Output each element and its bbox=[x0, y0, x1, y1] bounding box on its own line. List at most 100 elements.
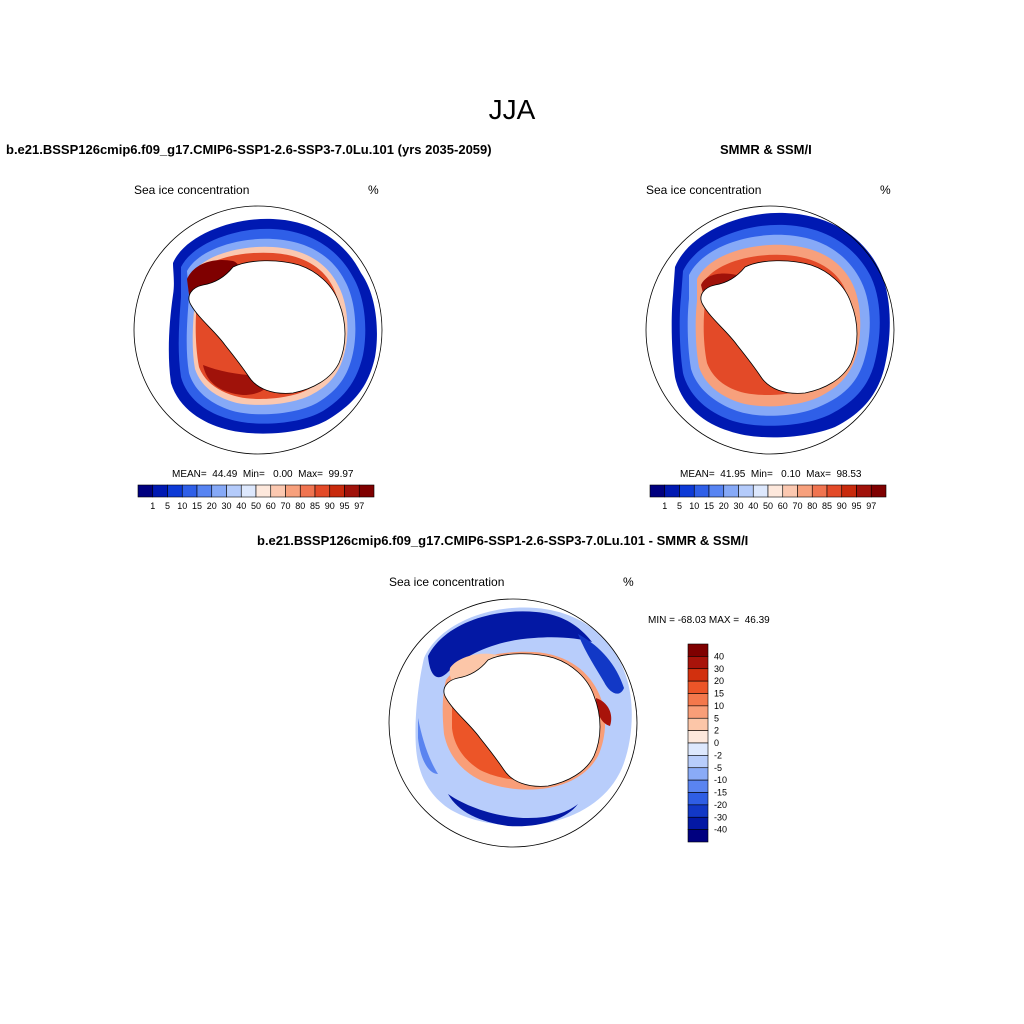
panel-2-colorbar: 1 5 10 15 20 30 40 50 60 70 80 85 90 95 97 bbox=[649, 484, 887, 511]
colorbar-swatch bbox=[664, 484, 680, 498]
colorbar-swatch bbox=[723, 484, 739, 498]
panel-2-title: SMMR & SSM/I bbox=[720, 142, 812, 157]
colorbar-swatch bbox=[181, 484, 198, 498]
colorbar-label: 70 bbox=[792, 501, 802, 511]
colorbar-swatch bbox=[240, 484, 257, 498]
colorbar-swatch bbox=[738, 484, 754, 498]
colorbar-swatch bbox=[767, 484, 784, 498]
colorbar-label: 2 bbox=[714, 726, 719, 736]
panel-3-variable: Sea ice concentration bbox=[389, 575, 505, 589]
colorbar-label: 10 bbox=[177, 501, 187, 511]
colorbar-swatch bbox=[826, 484, 843, 498]
colorbar-label: 60 bbox=[778, 501, 788, 511]
colorbar-label: 30 bbox=[221, 501, 231, 511]
colorbar-swatch bbox=[152, 484, 168, 498]
colorbar-swatch bbox=[211, 484, 227, 498]
colorbar-swatch bbox=[687, 742, 709, 756]
panel-1-map bbox=[133, 205, 383, 455]
colorbar-label: 85 bbox=[822, 501, 832, 511]
colorbar-label: 5 bbox=[677, 501, 682, 511]
colorbar-label: 40 bbox=[714, 651, 724, 661]
colorbar-swatch bbox=[679, 484, 695, 498]
colorbar-label: -5 bbox=[714, 763, 722, 773]
colorbar-label: 10 bbox=[689, 501, 699, 511]
colorbar-label: -20 bbox=[714, 800, 727, 810]
colorbar-label: -10 bbox=[714, 775, 727, 785]
colorbar-swatch bbox=[870, 484, 887, 498]
colorbar-label: 20 bbox=[207, 501, 217, 511]
colorbar-swatch bbox=[270, 484, 286, 498]
colorbar-label: 95 bbox=[339, 501, 349, 511]
colorbar-swatch bbox=[687, 656, 709, 670]
colorbar-label: 95 bbox=[851, 501, 861, 511]
colorbar-label: 10 bbox=[714, 701, 724, 711]
colorbar-label: 20 bbox=[714, 676, 724, 686]
colorbar-label: 80 bbox=[295, 501, 305, 511]
colorbar-label: 90 bbox=[325, 501, 335, 511]
colorbar-label: 85 bbox=[310, 501, 320, 511]
colorbar-swatch bbox=[196, 484, 213, 498]
colorbar-swatch bbox=[687, 730, 709, 744]
figure-title: JJA bbox=[488, 94, 536, 125]
panel-3-map bbox=[388, 598, 638, 848]
colorbar-swatch bbox=[299, 484, 316, 498]
colorbar-swatch bbox=[797, 484, 813, 498]
panel-1-stats: MEAN= 44.49 Min= 0.00 Max= 99.97 bbox=[172, 469, 354, 480]
colorbar-label: 5 bbox=[714, 713, 719, 723]
colorbar-label: 30 bbox=[733, 501, 743, 511]
colorbar-swatch bbox=[811, 484, 828, 498]
colorbar-swatch bbox=[687, 668, 709, 682]
colorbar-label: 50 bbox=[763, 501, 773, 511]
colorbar-label: 50 bbox=[251, 501, 261, 511]
panel-2-variable: Sea ice concentration bbox=[646, 183, 762, 197]
colorbar-label: 80 bbox=[807, 501, 817, 511]
colorbar-swatch bbox=[314, 484, 331, 498]
colorbar-swatch bbox=[137, 484, 154, 498]
colorbar-swatch bbox=[358, 484, 375, 498]
colorbar-swatch bbox=[687, 755, 709, 769]
colorbar-label: 15 bbox=[704, 501, 714, 511]
colorbar-swatch bbox=[693, 484, 710, 498]
colorbar-label: 1 bbox=[662, 501, 667, 511]
colorbar-label: 40 bbox=[236, 501, 246, 511]
colorbar-swatch bbox=[687, 779, 709, 793]
colorbar-label: -15 bbox=[714, 788, 727, 798]
panel-1-title: b.e21.BSSP126cmip6.f09_g17.CMIP6-SSP1-2.… bbox=[6, 142, 492, 157]
panel-1-colorbar: 1 5 10 15 20 30 40 50 60 70 80 85 90 95 97 bbox=[137, 484, 375, 511]
colorbar-label: 0 bbox=[714, 738, 719, 748]
colorbar-swatch bbox=[687, 717, 709, 731]
panel-3-units: % bbox=[623, 575, 634, 589]
colorbar-swatch bbox=[687, 829, 709, 843]
colorbar-label: 15 bbox=[714, 689, 724, 699]
colorbar-swatch bbox=[344, 484, 360, 498]
colorbar-label: 60 bbox=[266, 501, 276, 511]
colorbar-label: 20 bbox=[719, 501, 729, 511]
panel-3-stats: MIN = -68.03 MAX = 46.39 bbox=[648, 615, 770, 626]
colorbar-label: 1 bbox=[150, 501, 155, 511]
map-boundary bbox=[388, 598, 638, 848]
colorbar-label: 90 bbox=[837, 501, 847, 511]
colorbar-swatch bbox=[687, 816, 709, 830]
colorbar-swatch bbox=[329, 484, 345, 498]
colorbar-label: 40 bbox=[748, 501, 758, 511]
colorbar-swatch bbox=[687, 767, 709, 781]
panel-3-title: b.e21.BSSP126cmip6.f09_g17.CMIP6-SSP1-2.… bbox=[257, 533, 749, 548]
colorbar-swatch bbox=[285, 484, 301, 498]
map-boundary bbox=[133, 205, 383, 455]
colorbar-label: -2 bbox=[714, 750, 722, 760]
colorbar-swatch bbox=[687, 792, 709, 806]
colorbar-swatch bbox=[687, 693, 709, 707]
panel-2-stats: MEAN= 41.95 Min= 0.10 Max= 98.53 bbox=[680, 469, 862, 480]
antarctica-continent bbox=[188, 260, 346, 394]
colorbar-swatch bbox=[752, 484, 769, 498]
colorbar-label: 97 bbox=[354, 501, 364, 511]
colorbar-label: 30 bbox=[714, 664, 724, 674]
panel-1-units: % bbox=[368, 183, 379, 197]
colorbar-swatch bbox=[708, 484, 725, 498]
colorbar-label: 97 bbox=[866, 501, 876, 511]
map-boundary bbox=[645, 205, 895, 455]
colorbar-label: 5 bbox=[165, 501, 170, 511]
colorbar-swatch bbox=[841, 484, 857, 498]
colorbar-swatch bbox=[687, 643, 709, 657]
